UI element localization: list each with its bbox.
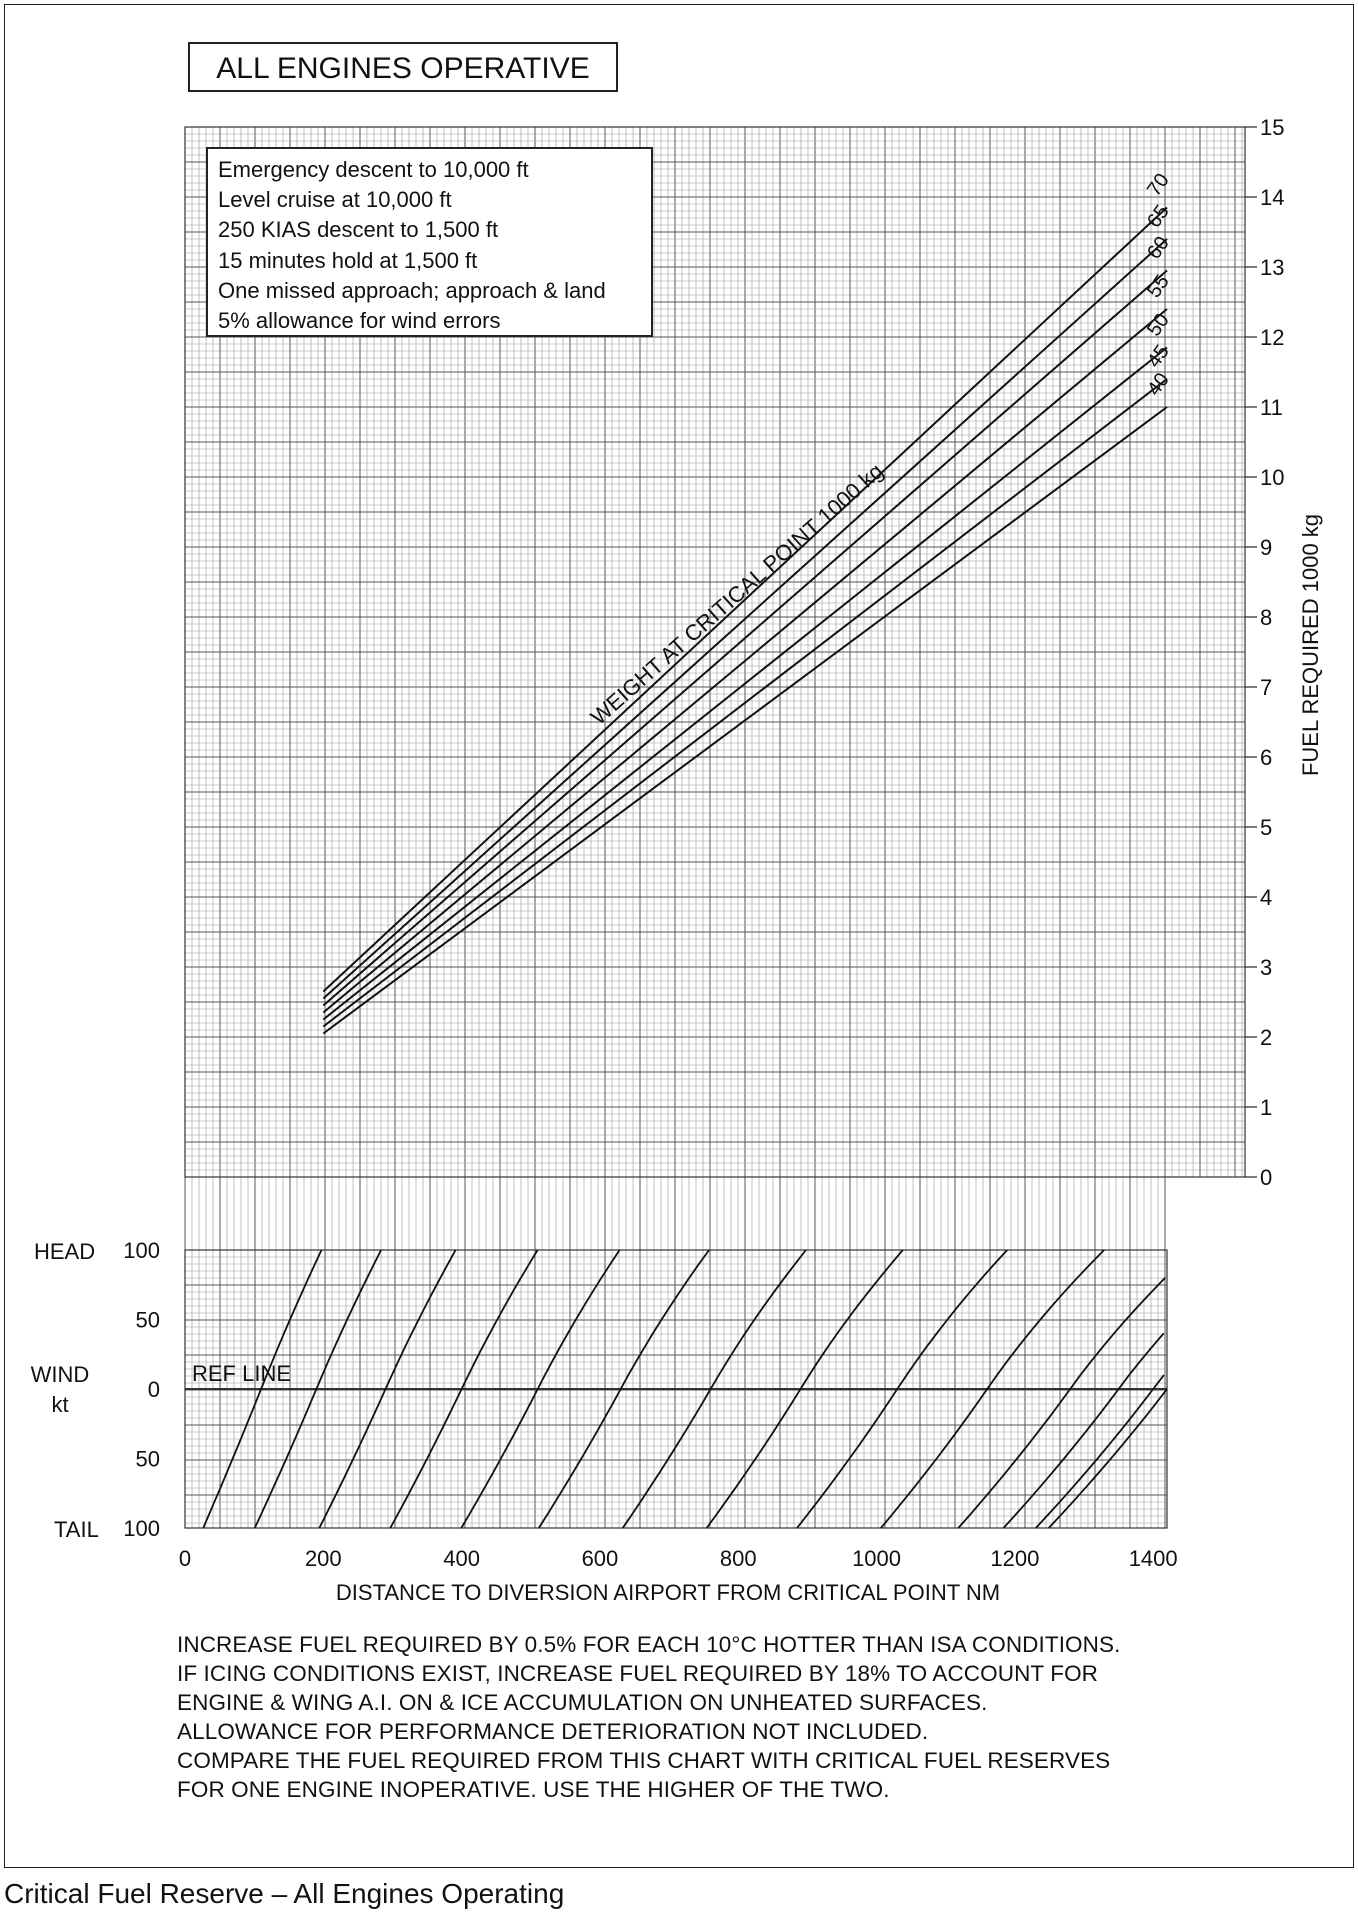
wind-guide-curve	[538, 1249, 710, 1529]
chart-notes: INCREASE FUEL REQUIRED BY 0.5% FOR EACH …	[177, 1630, 1120, 1804]
x-tick-label: 0	[179, 1546, 191, 1571]
x-tick-label: 400	[443, 1546, 480, 1571]
x-tick-label: 1000	[852, 1546, 901, 1571]
y-tick-label: 4	[1260, 885, 1272, 910]
note-line: IF ICING CONDITIONS EXIST, INCREASE FUEL…	[177, 1661, 1099, 1686]
wind-tail-label: TAIL	[54, 1517, 99, 1542]
figure-caption: Critical Fuel Reserve – All Engines Oper…	[4, 1878, 565, 1909]
condition-line: Level cruise at 10,000 ft	[218, 187, 452, 212]
x-tick-label: 1400	[1129, 1546, 1178, 1571]
x-axis-title: DISTANCE TO DIVERSION AIRPORT FROM CRITI…	[336, 1580, 1000, 1605]
wind-guide-lines	[202, 1249, 1168, 1529]
weight-curve-label: 45	[1143, 341, 1174, 372]
y-tick-label: 0	[1260, 1165, 1272, 1190]
x-tick-label: 200	[305, 1546, 342, 1571]
weight-curve-70	[322, 206, 1168, 993]
wind-guide-curve	[318, 1249, 457, 1529]
condition-line: One missed approach; approach & land	[218, 278, 606, 303]
note-line: INCREASE FUEL REQUIRED BY 0.5% FOR EACH …	[177, 1632, 1121, 1657]
y-tick-label: 10	[1260, 465, 1284, 490]
wind-guide-curve	[253, 1249, 382, 1529]
wind-tick-label: 50	[136, 1308, 160, 1333]
y-tick-label: 1	[1260, 1095, 1272, 1120]
wind-tick-label: 100	[123, 1238, 160, 1263]
note-line: ENGINE & WING A.I. ON & ICE ACCUMULATION…	[177, 1690, 988, 1715]
wind-guide-curve	[202, 1249, 323, 1529]
wind-guide-curve	[796, 1249, 1008, 1529]
condition-line: 250 KIAS descent to 1,500 ft	[218, 217, 498, 242]
condition-line: Emergency descent to 10,000 ft	[218, 157, 529, 182]
y-axis-title: FUEL REQUIRED 1000 kg	[1298, 514, 1323, 776]
wind-guide-curve	[1035, 1374, 1165, 1529]
conditions-box: Emergency descent to 10,000 ft Level cru…	[206, 147, 653, 337]
wind-axis-title-line2: kt	[51, 1392, 68, 1417]
y-tick-label: 5	[1260, 815, 1272, 840]
y-tick-label: 3	[1260, 955, 1272, 980]
wind-guide-curve	[460, 1249, 621, 1529]
weight-curve-40	[322, 406, 1168, 1035]
wind-guide-curve	[880, 1249, 1105, 1529]
plot-border	[184, 126, 1246, 1178]
y-tick-label: 14	[1260, 185, 1284, 210]
weight-curve-45	[322, 378, 1168, 1028]
wind-tick-label: 100	[123, 1516, 160, 1541]
wind-guide-curve	[1048, 1388, 1168, 1529]
note-line: ALLOWANCE FOR PERFORMANCE DETERIORATION …	[177, 1719, 929, 1744]
x-tick-label: 800	[720, 1546, 757, 1571]
y-tick-label: 12	[1260, 325, 1284, 350]
note-line: COMPARE THE FUEL REQUIRED FROM THIS CHAR…	[177, 1748, 1111, 1773]
y-tick-label: 6	[1260, 745, 1272, 770]
y-tick-label: 2	[1260, 1025, 1272, 1050]
y-tick-label: 15	[1260, 115, 1284, 140]
weight-curve-55	[322, 308, 1168, 1014]
condition-line: 15 minutes hold at 1,500 ft	[218, 248, 477, 273]
weight-curve-label: 70	[1143, 170, 1174, 201]
y-tick-label: 8	[1260, 605, 1272, 630]
weight-curve-60	[322, 269, 1168, 1007]
condition-line: 5% allowance for wind errors	[218, 308, 500, 333]
x-tick-label: 600	[582, 1546, 619, 1571]
wind-guide-curve	[957, 1277, 1166, 1529]
wind-tick-label: 0	[148, 1377, 160, 1402]
wind-guide-curve	[389, 1249, 539, 1529]
y-tick-label: 13	[1260, 255, 1284, 280]
weight-curve-50	[322, 346, 1168, 1021]
wind-guide-curve	[621, 1249, 807, 1529]
y-tick-label: 9	[1260, 535, 1272, 560]
y-tick-label: 11	[1260, 395, 1283, 420]
weight-curve-65	[322, 238, 1168, 1000]
chart-frame	[4, 4, 1354, 1868]
wind-tick-label: 50	[136, 1447, 160, 1472]
y-tick-label: 7	[1260, 675, 1272, 700]
chart-title: ALL ENGINES OPERATIVE	[216, 52, 589, 85]
grid	[184, 126, 1246, 1529]
wind-guide-curve	[1002, 1332, 1165, 1529]
x-tick-label: 1200	[990, 1546, 1039, 1571]
wind-head-label: HEAD	[34, 1239, 95, 1264]
wind-axis-title-line1: WIND	[31, 1362, 90, 1387]
chart-title-box: ALL ENGINES OPERATIVE	[188, 42, 618, 92]
wind-guide-curve	[705, 1249, 904, 1529]
note-line: FOR ONE ENGINE INOPERATIVE. USE THE HIGH…	[177, 1777, 890, 1802]
ref-line-label: REF LINE	[192, 1361, 291, 1386]
